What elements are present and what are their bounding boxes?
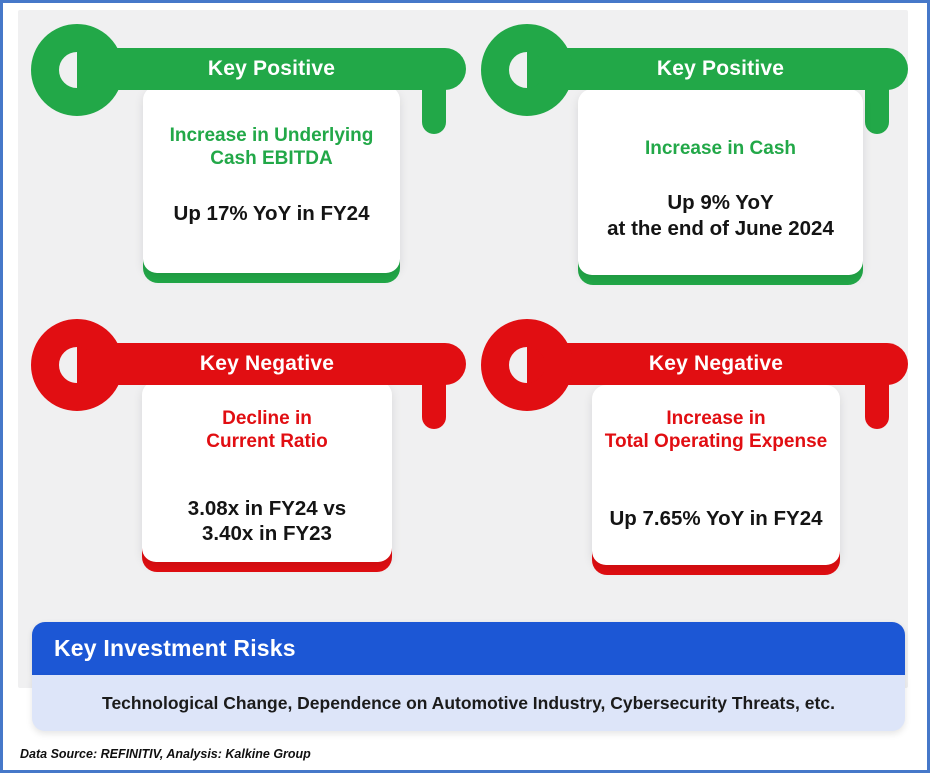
key-ring-icon — [31, 24, 123, 116]
card-heading: Increase in Total Operating Expense — [604, 408, 828, 453]
card-heading: Decline in Current Ratio — [206, 408, 328, 453]
key-bar: Key Negative — [77, 343, 466, 385]
data-source-note: Data Source: REFINITIV, Analysis: Kalkin… — [20, 747, 311, 761]
key-label: Key Positive — [207, 57, 336, 80]
key-ring-icon — [481, 24, 573, 116]
key-bar: Key Positive — [77, 48, 466, 90]
key-card-bottom-left: Decline in Current Ratio 3.08x in FY24 v… — [20, 315, 468, 590]
key-label: Key Negative — [648, 352, 784, 375]
key-label: Key Positive — [656, 57, 785, 80]
key-card-body: Increase in Underlying Cash EBITDA Up 17… — [143, 86, 400, 273]
key-card-body: Decline in Current Ratio 3.08x in FY24 v… — [142, 381, 392, 562]
key-card-body: Increase in Total Operating Expense Up 7… — [592, 385, 840, 565]
key-label-box: Key Positive — [143, 48, 400, 90]
card-value: Up 7.65% YoY in FY24 — [609, 506, 823, 530]
key-label-box: Key Negative — [142, 343, 392, 385]
risks-text-box: Technological Change, Dependence on Auto… — [32, 675, 905, 731]
card-heading: Increase in Underlying Cash EBITDA — [169, 125, 374, 170]
key-bar: Key Negative — [527, 343, 908, 385]
risks-title: Key Investment Risks — [54, 635, 296, 661]
key-card-bottom-right: Increase in Total Operating Expense Up 7… — [470, 315, 918, 590]
card-value: Up 9% YoY at the end of June 2024 — [607, 191, 834, 240]
risks-banner: Key Investment Risks — [32, 622, 905, 675]
key-card-top-left: Increase in Underlying Cash EBITDA Up 17… — [20, 20, 468, 295]
key-card-body: Increase in Cash Up 9% YoY at the end of… — [578, 89, 863, 275]
key-card-top-right: Increase in Cash Up 9% YoY at the end of… — [470, 20, 918, 295]
key-bar: Key Positive — [527, 48, 908, 90]
card-value: Up 17% YoY in FY24 — [173, 201, 370, 225]
key-label-box: Key Negative — [592, 343, 840, 385]
key-ring-icon — [31, 319, 123, 411]
risks-text: Technological Change, Dependence on Auto… — [102, 692, 835, 713]
card-heading: Increase in Cash — [644, 138, 797, 159]
key-label: Key Negative — [199, 352, 335, 375]
key-label-box: Key Positive — [578, 48, 863, 90]
card-value: 3.08x in FY24 vs 3.40x in FY23 — [187, 496, 347, 546]
key-ring-icon — [481, 319, 573, 411]
